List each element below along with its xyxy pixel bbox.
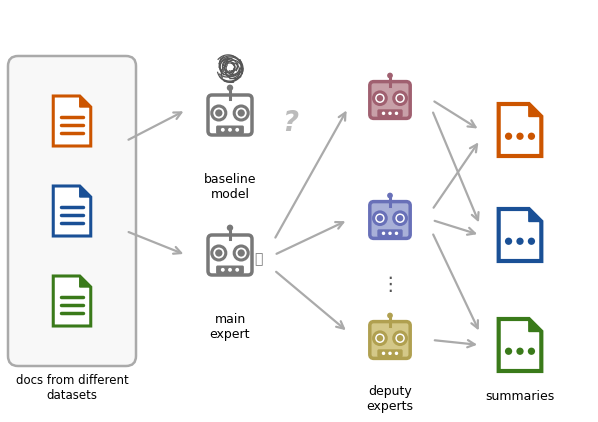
Polygon shape [80,186,91,197]
Circle shape [388,352,392,355]
FancyBboxPatch shape [377,109,402,117]
Circle shape [387,192,393,198]
Circle shape [228,268,232,272]
Circle shape [393,92,407,105]
Circle shape [377,335,383,341]
Text: baseline
model: baseline model [204,173,257,201]
Polygon shape [53,96,91,146]
Circle shape [395,352,398,355]
Circle shape [528,238,535,245]
Text: ?: ? [282,109,298,137]
Circle shape [395,111,398,115]
Circle shape [505,348,512,355]
Circle shape [388,111,392,115]
Circle shape [382,111,385,115]
Circle shape [215,109,222,116]
Circle shape [388,232,392,235]
Circle shape [215,249,222,257]
FancyBboxPatch shape [8,56,136,366]
Text: summaries: summaries [486,390,554,403]
Circle shape [387,73,393,78]
Polygon shape [529,104,541,116]
Polygon shape [499,319,541,371]
Polygon shape [529,209,541,222]
Circle shape [516,133,524,140]
FancyBboxPatch shape [208,235,252,275]
Circle shape [516,238,524,245]
Text: 🤝: 🤝 [254,252,263,266]
Circle shape [397,215,404,222]
Circle shape [234,246,248,260]
Circle shape [228,128,232,132]
Text: ⋮: ⋮ [380,276,399,295]
Circle shape [235,268,239,272]
Circle shape [382,352,385,355]
FancyBboxPatch shape [208,95,252,135]
Circle shape [212,106,226,120]
Text: main
expert: main expert [210,313,250,341]
Circle shape [227,225,233,231]
Circle shape [397,335,404,341]
Circle shape [237,109,245,116]
Circle shape [395,232,398,235]
Circle shape [528,133,535,140]
Circle shape [212,246,226,260]
FancyBboxPatch shape [370,202,410,238]
Circle shape [374,92,386,105]
FancyBboxPatch shape [216,125,244,134]
Circle shape [377,215,383,222]
Circle shape [227,84,233,91]
Circle shape [387,313,393,319]
FancyBboxPatch shape [370,322,410,358]
Circle shape [377,95,383,101]
Polygon shape [80,96,91,107]
Polygon shape [499,104,541,156]
FancyBboxPatch shape [377,349,402,357]
Polygon shape [499,209,541,261]
Circle shape [374,332,386,344]
Circle shape [237,249,245,257]
Circle shape [235,128,239,132]
Polygon shape [80,276,91,287]
Circle shape [393,212,407,225]
Text: deputy
experts: deputy experts [367,385,413,413]
Circle shape [221,128,225,132]
FancyBboxPatch shape [377,229,402,237]
Circle shape [516,348,524,355]
Circle shape [505,238,512,245]
Circle shape [505,133,512,140]
FancyBboxPatch shape [216,265,244,274]
Circle shape [528,348,535,355]
Circle shape [374,212,386,225]
Circle shape [382,232,385,235]
Polygon shape [53,276,91,326]
Circle shape [393,332,407,344]
Circle shape [234,106,248,120]
Circle shape [221,268,225,272]
FancyBboxPatch shape [370,81,410,119]
Polygon shape [529,319,541,331]
Polygon shape [53,186,91,236]
Circle shape [397,95,404,101]
Text: docs from different
datasets: docs from different datasets [16,374,129,402]
